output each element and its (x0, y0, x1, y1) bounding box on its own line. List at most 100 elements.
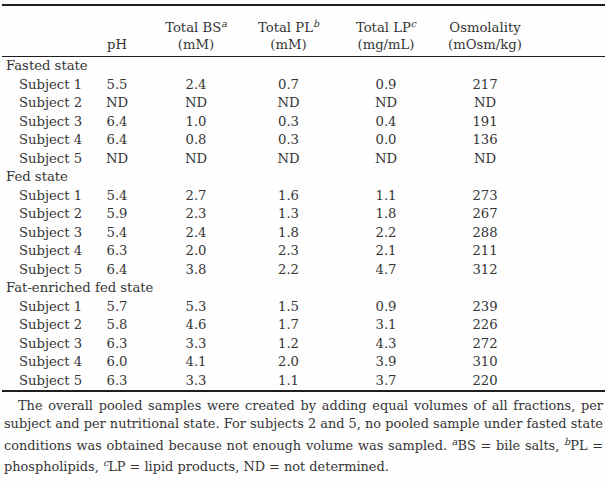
cell-value: 0.4 (337, 113, 435, 132)
cell-value: 1.7 (240, 316, 337, 335)
table-body: Fasted stateSubject 15.52.40.70.9217Subj… (2, 57, 605, 392)
cell-value: 6.3 (82, 372, 152, 392)
cell-value: ND (240, 150, 337, 169)
table-row: Subject 46.32.02.32.1211 (2, 242, 605, 261)
table-row: Subject 36.33.31.24.3272 (2, 335, 605, 354)
cell-value: 1.2 (240, 335, 337, 354)
row-label: Subject 5 (2, 372, 82, 392)
cell-value: ND (82, 94, 152, 113)
cell-value: 0.9 (337, 76, 435, 95)
cell-value: 3.8 (152, 261, 240, 280)
cell-value: 1.1 (240, 372, 337, 392)
table-row: Subject 25.92.31.31.8267 (2, 205, 605, 224)
cell-value: 288 (435, 224, 605, 243)
footnote-text: BS = bile salts, (457, 438, 564, 453)
header-unit: (mM) (152, 36, 240, 53)
cell-value: 6.3 (82, 335, 152, 354)
row-label: Subject 3 (2, 335, 82, 354)
header-superscript: b (313, 18, 319, 29)
cell-value: 6.4 (82, 113, 152, 132)
cell-value: 6.0 (82, 353, 152, 372)
row-label: Subject 1 (2, 187, 82, 206)
cell-value: 1.0 (152, 113, 240, 132)
table-header: pH Total BSa (mM) Total PLb (mM) Total L… (2, 5, 605, 57)
header-text: Total LP (356, 20, 411, 35)
table-row: Subject 15.52.40.70.9217 (2, 76, 605, 95)
cell-value: 6.4 (82, 131, 152, 150)
cell-value: 2.3 (152, 205, 240, 224)
row-label: Subject 2 (2, 94, 82, 113)
row-label: Subject 5 (2, 150, 82, 169)
cell-value: 136 (435, 131, 605, 150)
cell-value: 5.5 (82, 76, 152, 95)
cell-value: 5.9 (82, 205, 152, 224)
cell-value: 272 (435, 335, 605, 354)
cell-value: 1.3 (240, 205, 337, 224)
cell-value: ND (337, 150, 435, 169)
row-label: Subject 3 (2, 224, 82, 243)
cell-value: 4.7 (337, 261, 435, 280)
table-row: Subject 56.33.31.13.7220 (2, 372, 605, 392)
section-label: Fed state (2, 168, 605, 187)
table-row: Subject 2NDNDNDNDND (2, 94, 605, 113)
header-text: Total BS (165, 20, 221, 35)
cell-value: 2.7 (152, 187, 240, 206)
column-header-blank (2, 5, 82, 57)
row-label: Subject 2 (2, 205, 82, 224)
cell-value: ND (152, 150, 240, 169)
header-unit: (mM) (240, 36, 337, 53)
pooled-samples-table: pH Total BSa (mM) Total PLb (mM) Total L… (2, 4, 605, 392)
table-row: Subject 56.43.82.24.7312 (2, 261, 605, 280)
header-unit: pH (82, 36, 152, 53)
cell-value: 3.9 (337, 353, 435, 372)
cell-value: 239 (435, 298, 605, 317)
row-label: Subject 2 (2, 316, 82, 335)
cell-value: 0.3 (240, 131, 337, 150)
header-row: pH Total BSa (mM) Total PLb (mM) Total L… (2, 5, 605, 57)
section-row: Fat-enriched fed state (2, 279, 605, 298)
column-header-osmolality: Osmolality (mOsm/kg) (435, 5, 605, 57)
cell-value: 5.4 (82, 187, 152, 206)
cell-value: 2.3 (240, 242, 337, 261)
cell-value: 226 (435, 316, 605, 335)
section-row: Fasted state (2, 57, 605, 76)
cell-value: 2.0 (152, 242, 240, 261)
cell-value: 2.0 (240, 353, 337, 372)
cell-value: 1.5 (240, 298, 337, 317)
row-label: Subject 4 (2, 353, 82, 372)
table-row: Subject 46.40.80.30.0136 (2, 131, 605, 150)
header-text: Total PL (258, 20, 313, 35)
cell-value: 5.8 (82, 316, 152, 335)
cell-value: 4.3 (337, 335, 435, 354)
cell-value: 310 (435, 353, 605, 372)
cell-value: 3.3 (152, 335, 240, 354)
cell-value: 0.7 (240, 76, 337, 95)
cell-value: 1.6 (240, 187, 337, 206)
row-label: Subject 4 (2, 242, 82, 261)
cell-value: 6.4 (82, 261, 152, 280)
cell-value: 1.8 (337, 205, 435, 224)
cell-value: 211 (435, 242, 605, 261)
table-row: Subject 15.42.71.61.1273 (2, 187, 605, 206)
column-header-total-lp: Total LPc (mg/mL) (337, 5, 435, 57)
cell-value: 3.7 (337, 372, 435, 392)
cell-value: 217 (435, 76, 605, 95)
cell-value: 1.1 (337, 187, 435, 206)
cell-value: 220 (435, 372, 605, 392)
cell-value: 4.6 (152, 316, 240, 335)
cell-value: 6.3 (82, 242, 152, 261)
footnote: The overall pooled samples were created … (4, 397, 603, 476)
cell-value: 312 (435, 261, 605, 280)
row-label: Subject 1 (2, 298, 82, 317)
table-row: Subject 25.84.61.73.1226 (2, 316, 605, 335)
row-label: Subject 1 (2, 76, 82, 95)
cell-value: 5.3 (152, 298, 240, 317)
cell-value: ND (240, 94, 337, 113)
cell-value: 5.7 (82, 298, 152, 317)
header-superscript: a (221, 18, 227, 29)
cell-value: 1.8 (240, 224, 337, 243)
cell-value: ND (337, 94, 435, 113)
column-header-ph: pH (82, 5, 152, 57)
table-row: Subject 36.41.00.30.4191 (2, 113, 605, 132)
cell-value: 2.2 (240, 261, 337, 280)
